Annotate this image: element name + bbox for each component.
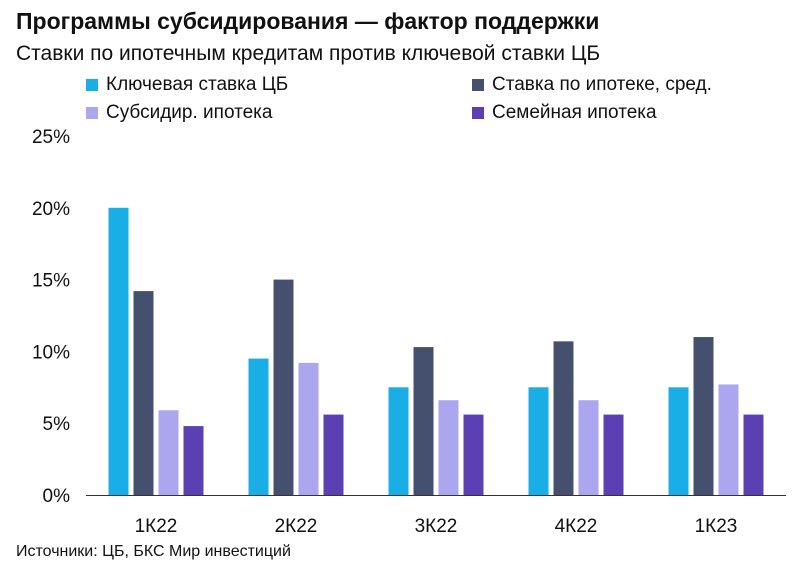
y-tick-label: 5% — [43, 414, 71, 435]
bar — [693, 337, 714, 495]
bar — [743, 414, 764, 495]
bar — [158, 410, 179, 495]
y-tick-label: 10% — [32, 342, 70, 363]
bar — [438, 400, 459, 495]
legend-label-key-rate: Ключевая ставка ЦБ — [106, 74, 289, 95]
legend-swatch-key-rate — [86, 79, 98, 91]
x-tick-label: 2К22 — [275, 516, 318, 537]
legend: Ключевая ставка ЦБ Ставка по ипотеке, ср… — [86, 74, 786, 130]
bar — [108, 207, 129, 496]
bar — [463, 414, 484, 495]
chart-title: Программы субсидирования — фактор поддер… — [16, 8, 600, 34]
x-tick-label: 1К23 — [695, 516, 738, 537]
bar — [273, 279, 294, 495]
legend-label-family: Семейная ипотека — [492, 102, 657, 123]
bar — [133, 291, 154, 495]
bar — [388, 387, 409, 495]
y-tick-label: 20% — [32, 199, 70, 220]
y-tick-label: 25% — [32, 127, 70, 148]
legend-item-mortgage-avg: Ставка по ипотеке, сред. — [472, 74, 712, 96]
bar — [668, 387, 689, 495]
bar — [578, 400, 599, 495]
legend-item-family: Семейная ипотека — [472, 102, 657, 124]
y-axis: 0% 5% 10% 15% 20% 25% — [32, 127, 70, 507]
x-tick-label: 4К22 — [555, 516, 598, 537]
legend-swatch-mortgage-avg — [472, 79, 484, 91]
bar — [248, 358, 269, 495]
source-note: Источники: ЦБ, БКС Мир инвестиций — [16, 543, 291, 560]
bar — [298, 362, 319, 495]
bar — [413, 347, 434, 495]
y-tick-label: 0% — [43, 486, 71, 507]
x-tick-label: 1К22 — [135, 516, 178, 537]
bar — [323, 414, 344, 495]
y-tick-label: 15% — [32, 271, 70, 292]
bar — [603, 414, 624, 495]
bar — [183, 426, 204, 495]
bar — [553, 341, 574, 495]
legend-swatch-family — [472, 107, 484, 119]
legend-item-key-rate: Ключевая ставка ЦБ — [86, 74, 288, 96]
legend-label-mortgage-avg: Ставка по ипотеке, сред. — [492, 74, 712, 95]
legend-label-subsidized: Субсидир. ипотека — [106, 102, 273, 123]
x-tick-label: 3К22 — [415, 516, 458, 537]
legend-item-subsidized: Субсидир. ипотека — [86, 102, 272, 124]
bars — [108, 207, 764, 496]
legend-swatch-subsidized — [86, 107, 98, 119]
x-axis: 1К22 2К22 3К22 4К22 1К23 — [135, 516, 738, 537]
chart-subtitle: Ставки по ипотечным кредитам против ключ… — [16, 42, 601, 65]
bar — [528, 387, 549, 495]
bar — [718, 384, 739, 495]
